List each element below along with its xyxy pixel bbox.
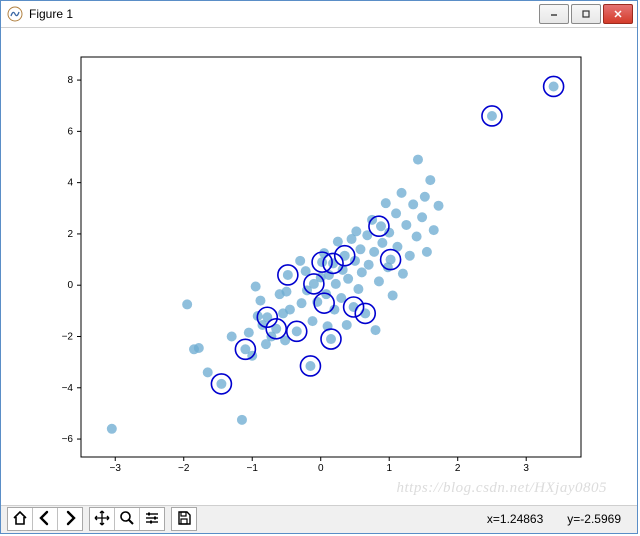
- coord-readout: x=1.24863 y=-2.5969: [487, 512, 631, 526]
- svg-text:8: 8: [67, 75, 73, 86]
- svg-text:−6: −6: [62, 434, 74, 445]
- app-icon: [7, 6, 23, 22]
- back-button[interactable]: [33, 508, 58, 530]
- plot-svg: −3 −2 −1 0 1 2 3 −6 −4 −2 0 2 4 6 8: [1, 28, 639, 502]
- svg-text:−2: −2: [178, 463, 190, 474]
- app-window: Figure 1 −3−2−10123−6−4−202468 https://b…: [0, 0, 638, 534]
- pan-button[interactable]: [90, 508, 115, 530]
- save-icon: [176, 510, 192, 529]
- home-icon: [12, 510, 28, 529]
- svg-text:−3: −3: [110, 463, 122, 474]
- coord-y: y=-2.5969: [567, 512, 621, 526]
- window-title: Figure 1: [29, 7, 539, 21]
- tb-group-view: [89, 507, 165, 531]
- plot-canvas[interactable]: −3−2−10123−6−4−202468 https://blog.csdn.…: [1, 28, 637, 505]
- svg-text:2: 2: [455, 463, 461, 474]
- window-buttons: [539, 4, 633, 24]
- svg-text:0: 0: [318, 463, 324, 474]
- home-button[interactable]: [8, 508, 33, 530]
- svg-text:4: 4: [67, 177, 73, 188]
- svg-text:6: 6: [67, 126, 73, 137]
- titlebar: Figure 1: [1, 1, 637, 28]
- configure-button[interactable]: [140, 508, 164, 530]
- scatter-points: [107, 81, 559, 433]
- forward-button[interactable]: [58, 508, 82, 530]
- sliders-icon: [144, 510, 160, 529]
- coord-x: x=1.24863: [487, 512, 543, 526]
- svg-text:2: 2: [67, 229, 73, 240]
- tb-group-nav: [7, 507, 83, 531]
- svg-text:0: 0: [67, 280, 73, 291]
- save-button[interactable]: [172, 508, 196, 530]
- svg-text:−4: −4: [62, 382, 74, 393]
- close-button[interactable]: [603, 4, 633, 24]
- minimize-button[interactable]: [539, 4, 569, 24]
- move-icon: [94, 510, 110, 529]
- toolbar: x=1.24863 y=-2.5969: [1, 505, 637, 533]
- svg-text:−2: −2: [62, 331, 74, 342]
- maximize-button[interactable]: [571, 4, 601, 24]
- svg-text:3: 3: [523, 463, 529, 474]
- tb-group-save: [171, 507, 197, 531]
- arrow-left-icon: [37, 510, 53, 529]
- svg-text:−1: −1: [247, 463, 259, 474]
- zoom-icon: [119, 510, 135, 529]
- zoom-button[interactable]: [115, 508, 140, 530]
- arrow-right-icon: [62, 510, 78, 529]
- svg-text:1: 1: [386, 463, 392, 474]
